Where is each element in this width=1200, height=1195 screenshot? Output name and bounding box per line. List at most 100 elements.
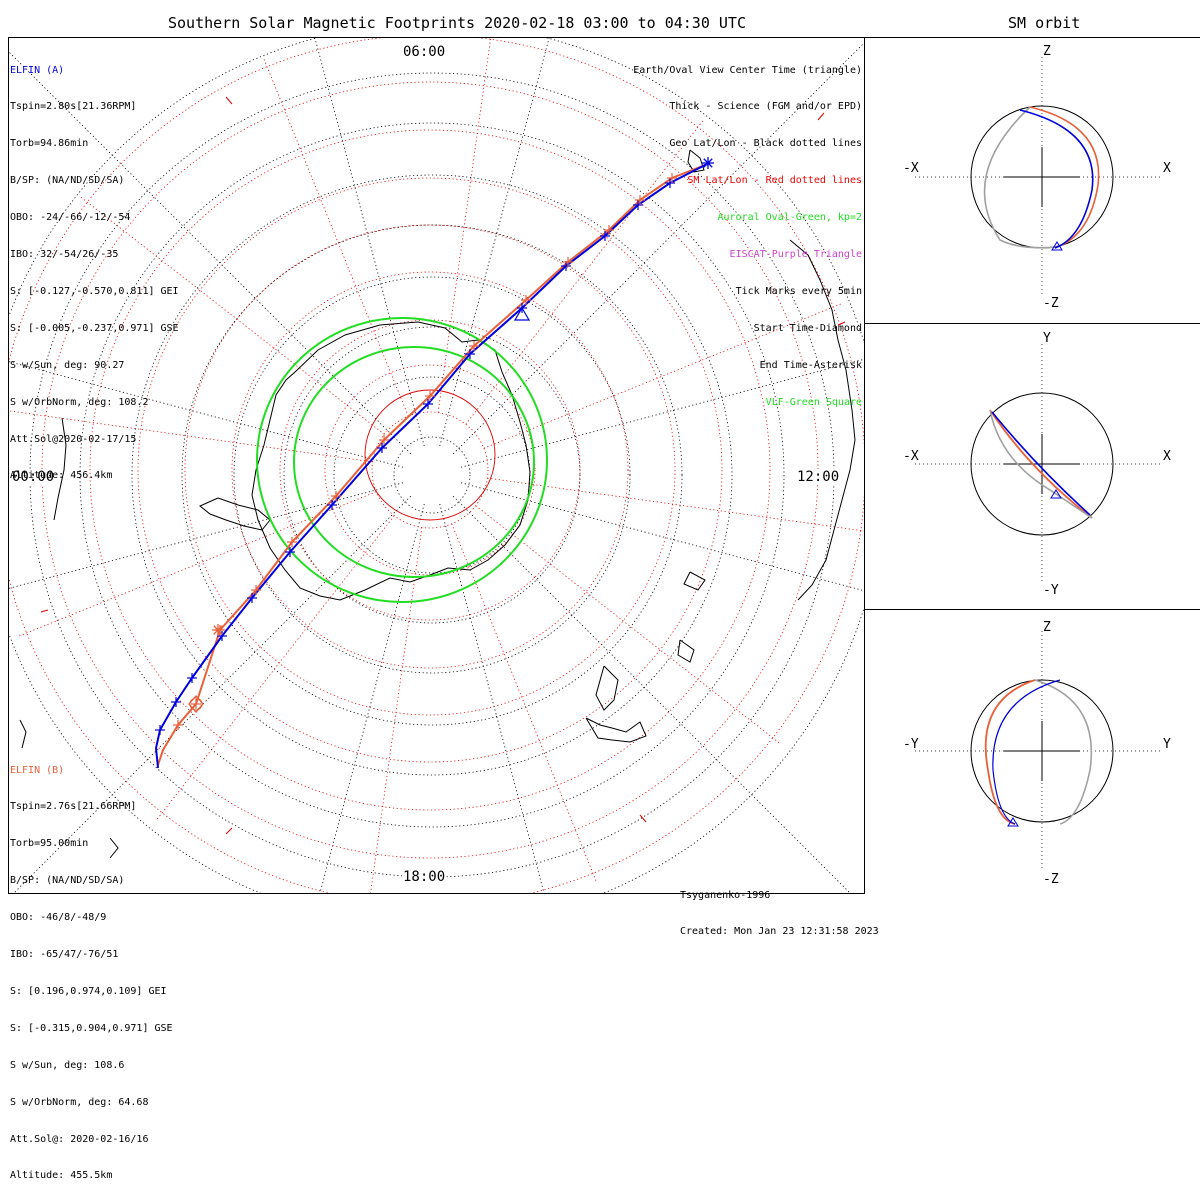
sm-latitude-circle <box>371 411 489 529</box>
sm-latitude-circle <box>89 129 771 811</box>
geo-latitude-circle <box>393 436 471 514</box>
sm-meridian <box>262 57 409 417</box>
orbit-path-a <box>992 679 1061 825</box>
sm-meridian <box>17 491 377 638</box>
sm-ring-tick <box>225 827 233 835</box>
auroral-oval-inner <box>293 346 535 578</box>
orbit-axis-label: -X <box>903 161 919 176</box>
elfin-b-line: Tspin=2.76s[21.66RPM] <box>10 801 137 813</box>
geo-meridian <box>9 482 404 589</box>
orbit-a-asterisk <box>1016 424 1024 432</box>
sm-ring-tick <box>40 609 49 613</box>
legend-entry: EISCAT-Purple Triangle <box>729 249 862 261</box>
elfin-b-footprint-track <box>157 162 711 766</box>
coastline <box>585 717 647 743</box>
orbit-a-asterisk <box>1016 424 1024 432</box>
auroral-oval-outer <box>256 317 548 603</box>
plot-title: Southern Solar Magnetic Footprints 2020-… <box>168 14 746 32</box>
orbit-axis-label: -Z <box>1043 296 1059 311</box>
orbit-panel-xy <box>865 323 1200 610</box>
elfin-a-footprint-track <box>154 162 710 769</box>
elfin-a-line: S: [-0.127,-0.570,0.811] GEI <box>10 285 179 297</box>
geo-meridian <box>439 503 545 893</box>
geo-meridian <box>319 503 425 893</box>
sm-latitude-circle <box>137 177 723 763</box>
geo-meridian <box>460 358 864 468</box>
coastline <box>109 837 119 859</box>
elfin-a-line: B/SP: (NA/ND/SD/SA) <box>10 175 125 187</box>
coastline <box>19 719 27 749</box>
geo-latitude-circle <box>79 122 785 828</box>
legend-entry: SM Lat/Lon - Red dotted lines <box>687 175 862 187</box>
created-timestamp: Created: Mon Jan 23 12:31:58 2023 <box>680 926 879 937</box>
sm-inner-circle <box>364 389 496 521</box>
elfin-a-line: Tspin=2.80s[21.36RPM] <box>10 101 137 113</box>
orbit-path-a <box>991 411 1091 516</box>
orbit-path-gray <box>989 409 1093 519</box>
geo-meridian <box>9 361 404 468</box>
legend: Earth/Oval View Center Time (triangle) T… <box>633 40 862 421</box>
credits: Tsyganenko-1996 Created: Mon Jan 23 12:3… <box>680 866 879 950</box>
coastline <box>53 417 67 521</box>
orbit-panel-xz <box>865 37 1200 324</box>
view-center-triangle <box>513 306 531 321</box>
elfin-b-line: OBO: -46/8/-48/9 <box>10 912 107 924</box>
orbit-triangle <box>1051 241 1063 251</box>
elfin-b-line: S w/OrbNorm, deg: 64.68 <box>10 1096 149 1108</box>
elfin-a-line: S: [-0.005,-0.237,0.971] GSE <box>10 322 179 334</box>
elfin-b-line: S w/Sun, deg: 108.6 <box>10 1059 125 1071</box>
orbit-axis-label: Y <box>1163 737 1171 752</box>
elfin-a-end-asterisk <box>703 158 713 168</box>
sm-latitude-circle <box>324 364 536 576</box>
orbit-axis-label: X <box>1163 161 1171 176</box>
legend-entry: Earth/Oval View Center Time (triangle) <box>633 64 862 76</box>
orbit-axis-label: Y <box>1043 331 1051 346</box>
coastline <box>683 571 706 591</box>
geo-latitude-circle <box>131 174 733 776</box>
clock-label-right: 12:00 <box>796 469 841 485</box>
elfin-b-line: S: [0.196,0.974,0.109] GEI <box>10 985 167 997</box>
orbit-path-b <box>1029 106 1100 248</box>
sm-latitude-circle <box>231 271 629 669</box>
elfin-b-start-marker-ring <box>189 697 203 711</box>
coastline <box>687 149 705 173</box>
elfin-b-line: Att.Sol@: 2020-02-16/16 <box>10 1133 149 1145</box>
geo-meridian <box>314 38 425 447</box>
orbit-path-b <box>984 679 1036 825</box>
orbit-axis-label: -X <box>903 449 919 464</box>
elfin-a-info: ELFIN (A) Tspin=2.80s[21.36RPM] Torb=94.… <box>10 40 179 495</box>
elfin-a-line: Torb=94.86min <box>10 138 89 150</box>
sm-meridian <box>155 515 395 821</box>
footprint-map-frame <box>8 37 865 894</box>
sm-ring-tick <box>837 321 846 326</box>
geo-meridian <box>452 42 864 455</box>
sm-ring-tick <box>225 96 233 105</box>
elfin-b-end-asterisk <box>213 625 223 635</box>
elfin-b-name: ELFIN (B) <box>10 764 65 776</box>
legend-entry: Tick Marks every 5min <box>735 285 862 297</box>
elfin-a-name: ELFIN (A) <box>10 64 65 76</box>
elfin-b-line: Torb=95.00min <box>10 838 89 850</box>
sm-meridian <box>451 523 598 883</box>
elfin-b-info: ELFIN (B) Tspin=2.76s[21.66RPM] Torb=95.… <box>10 740 173 1195</box>
geo-meridian <box>460 482 864 592</box>
orbit-triangle <box>1007 817 1019 827</box>
sm-ring-tick <box>817 112 825 121</box>
orbit-title: SM orbit <box>1008 14 1081 32</box>
orbit-path-b <box>989 409 1093 519</box>
orbit-path-gray <box>983 106 1058 249</box>
elfin-b-start-diamond <box>188 695 204 713</box>
clock-label-left: 00:00 <box>11 469 56 485</box>
elfin-a-line: S w/OrbNorm, deg: 108.2 <box>10 396 149 408</box>
legend-entry: Start Time-Diamond <box>753 322 862 334</box>
elfin-b-line: B/SP: (NA/ND/SD/SA) <box>10 875 125 887</box>
sm-meridian <box>370 527 423 893</box>
sm-latitude-circle <box>279 319 581 621</box>
orbit-axis-label: -Y <box>1043 583 1059 598</box>
legend-entry: Thick - Science (FGM and/or EPD) <box>669 101 862 113</box>
sm-latitude-circle <box>184 224 676 716</box>
elfin-a-line: Altitude: 456.4km <box>10 470 113 482</box>
coastline <box>199 497 271 531</box>
elfin-a-line: OBO: -24/-66/-12/-54 <box>10 212 131 224</box>
orbit-axis-label: -Z <box>1043 872 1059 887</box>
